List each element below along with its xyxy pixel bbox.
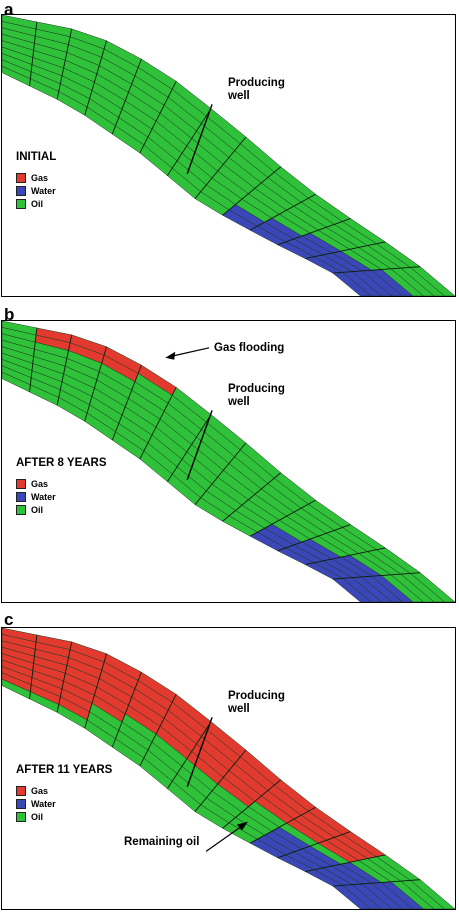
legend-label: Oil <box>31 198 44 209</box>
gas-flooding-arrow <box>169 347 210 358</box>
legend-swatch <box>16 198 26 209</box>
fault-line <box>111 671 142 748</box>
fault-line <box>56 28 73 100</box>
fault-line <box>277 524 351 552</box>
fault-line <box>167 108 212 176</box>
legend-label: Water <box>31 185 56 196</box>
fault-line <box>167 414 212 482</box>
legend-swatch <box>16 798 26 809</box>
well-label-line-1: Producing <box>228 77 285 89</box>
legend-item: Water <box>16 184 56 197</box>
arrow-head-icon <box>236 821 248 831</box>
legend-item: Gas <box>16 171 56 184</box>
legend-item: Gas <box>16 784 56 797</box>
well-label-line-1: Producing <box>228 690 285 702</box>
remaining-oil-annotation: Remaining oil <box>124 836 200 848</box>
reservoir-grid <box>2 15 455 296</box>
legend-label: Gas <box>31 785 49 796</box>
fault-line <box>29 634 38 699</box>
fault-line <box>139 81 177 154</box>
legend-item: Water <box>16 490 56 503</box>
fault-line <box>139 694 177 767</box>
fault-line <box>305 547 386 566</box>
legend-swatch <box>16 478 26 489</box>
fault-line <box>222 166 282 216</box>
fault-line <box>332 266 421 274</box>
fault-line <box>111 364 142 441</box>
well-label-line-1: Producing <box>228 383 285 395</box>
fault-line <box>305 241 386 260</box>
fault-line <box>332 572 421 580</box>
fault-line <box>194 136 247 199</box>
fault-line <box>222 472 282 522</box>
legend-swatch <box>16 785 26 796</box>
legend-swatch <box>16 491 26 502</box>
panel-c-letter: c <box>4 610 14 629</box>
fault-line <box>194 442 247 505</box>
legend-item: Oil <box>16 810 56 823</box>
producing-well-line <box>186 717 213 788</box>
fault-line <box>277 831 351 859</box>
fault-line <box>249 193 316 231</box>
fault-line <box>249 806 316 844</box>
fault-line <box>332 879 421 887</box>
stage-label: INITIAL <box>16 151 57 163</box>
well-label-line-2: well <box>228 90 250 102</box>
fault-line <box>249 499 316 537</box>
fault-line <box>56 334 73 406</box>
gas-flooding-annotation: Gas flooding <box>214 342 285 354</box>
reservoir-grid <box>2 628 455 909</box>
legend-swatch <box>16 172 26 183</box>
fault-line <box>305 854 386 873</box>
stage-label: AFTER 11 YEARS <box>16 764 113 776</box>
legend-swatch <box>16 504 26 515</box>
reservoir-grid <box>2 321 455 602</box>
well-label: Producing well <box>228 383 285 409</box>
legend-label: Water <box>31 491 56 502</box>
legend-item: Oil <box>16 197 56 210</box>
legend: Gas Water Oil <box>16 784 56 823</box>
fault-line <box>84 40 107 116</box>
legend-swatch <box>16 185 26 196</box>
producing-well-line <box>186 104 213 175</box>
legend-item: Oil <box>16 503 56 516</box>
fault-line <box>277 218 351 246</box>
legend-item: Gas <box>16 477 56 490</box>
panel-b-frame: Producing well AFTER 8 YEARS Gas Water Oil Gas… <box>1 320 456 603</box>
legend-label: Oil <box>31 504 44 515</box>
fault-line <box>29 327 38 392</box>
legend-label: Water <box>31 798 56 809</box>
legend: Gas Water Oil <box>16 171 56 210</box>
fault-line <box>222 779 282 829</box>
well-label-line-2: well <box>228 396 250 408</box>
arrow-head-icon <box>165 351 176 360</box>
legend-label: Oil <box>31 811 44 822</box>
fault-line <box>194 749 247 812</box>
legend-swatch <box>16 811 26 822</box>
producing-well-line <box>186 410 213 481</box>
legend: Gas Water Oil <box>16 477 56 516</box>
fault-line <box>84 346 107 422</box>
remaining-oil-arrow <box>205 824 245 852</box>
panel-c-frame: Producing well AFTER 11 YEARS Gas Water Oil Re… <box>1 627 456 910</box>
fault-line <box>29 21 38 86</box>
fault-line <box>111 58 142 135</box>
legend-item: Water <box>16 797 56 810</box>
legend-label: Gas <box>31 172 49 183</box>
well-label: Producing well <box>228 77 285 103</box>
fault-line <box>139 387 177 460</box>
fault-line <box>56 641 73 713</box>
legend-label: Gas <box>31 478 49 489</box>
panel-a-frame: Producing well INITIAL Gas Water Oil <box>1 14 456 297</box>
fault-line <box>84 653 107 729</box>
stage-label: AFTER 8 YEARS <box>16 457 107 469</box>
panel-a-letter: a <box>4 0 14 19</box>
well-label: Producing well <box>228 690 285 716</box>
well-label-line-2: well <box>228 703 250 715</box>
fault-line <box>167 721 212 789</box>
panel-b-letter: b <box>4 305 15 324</box>
